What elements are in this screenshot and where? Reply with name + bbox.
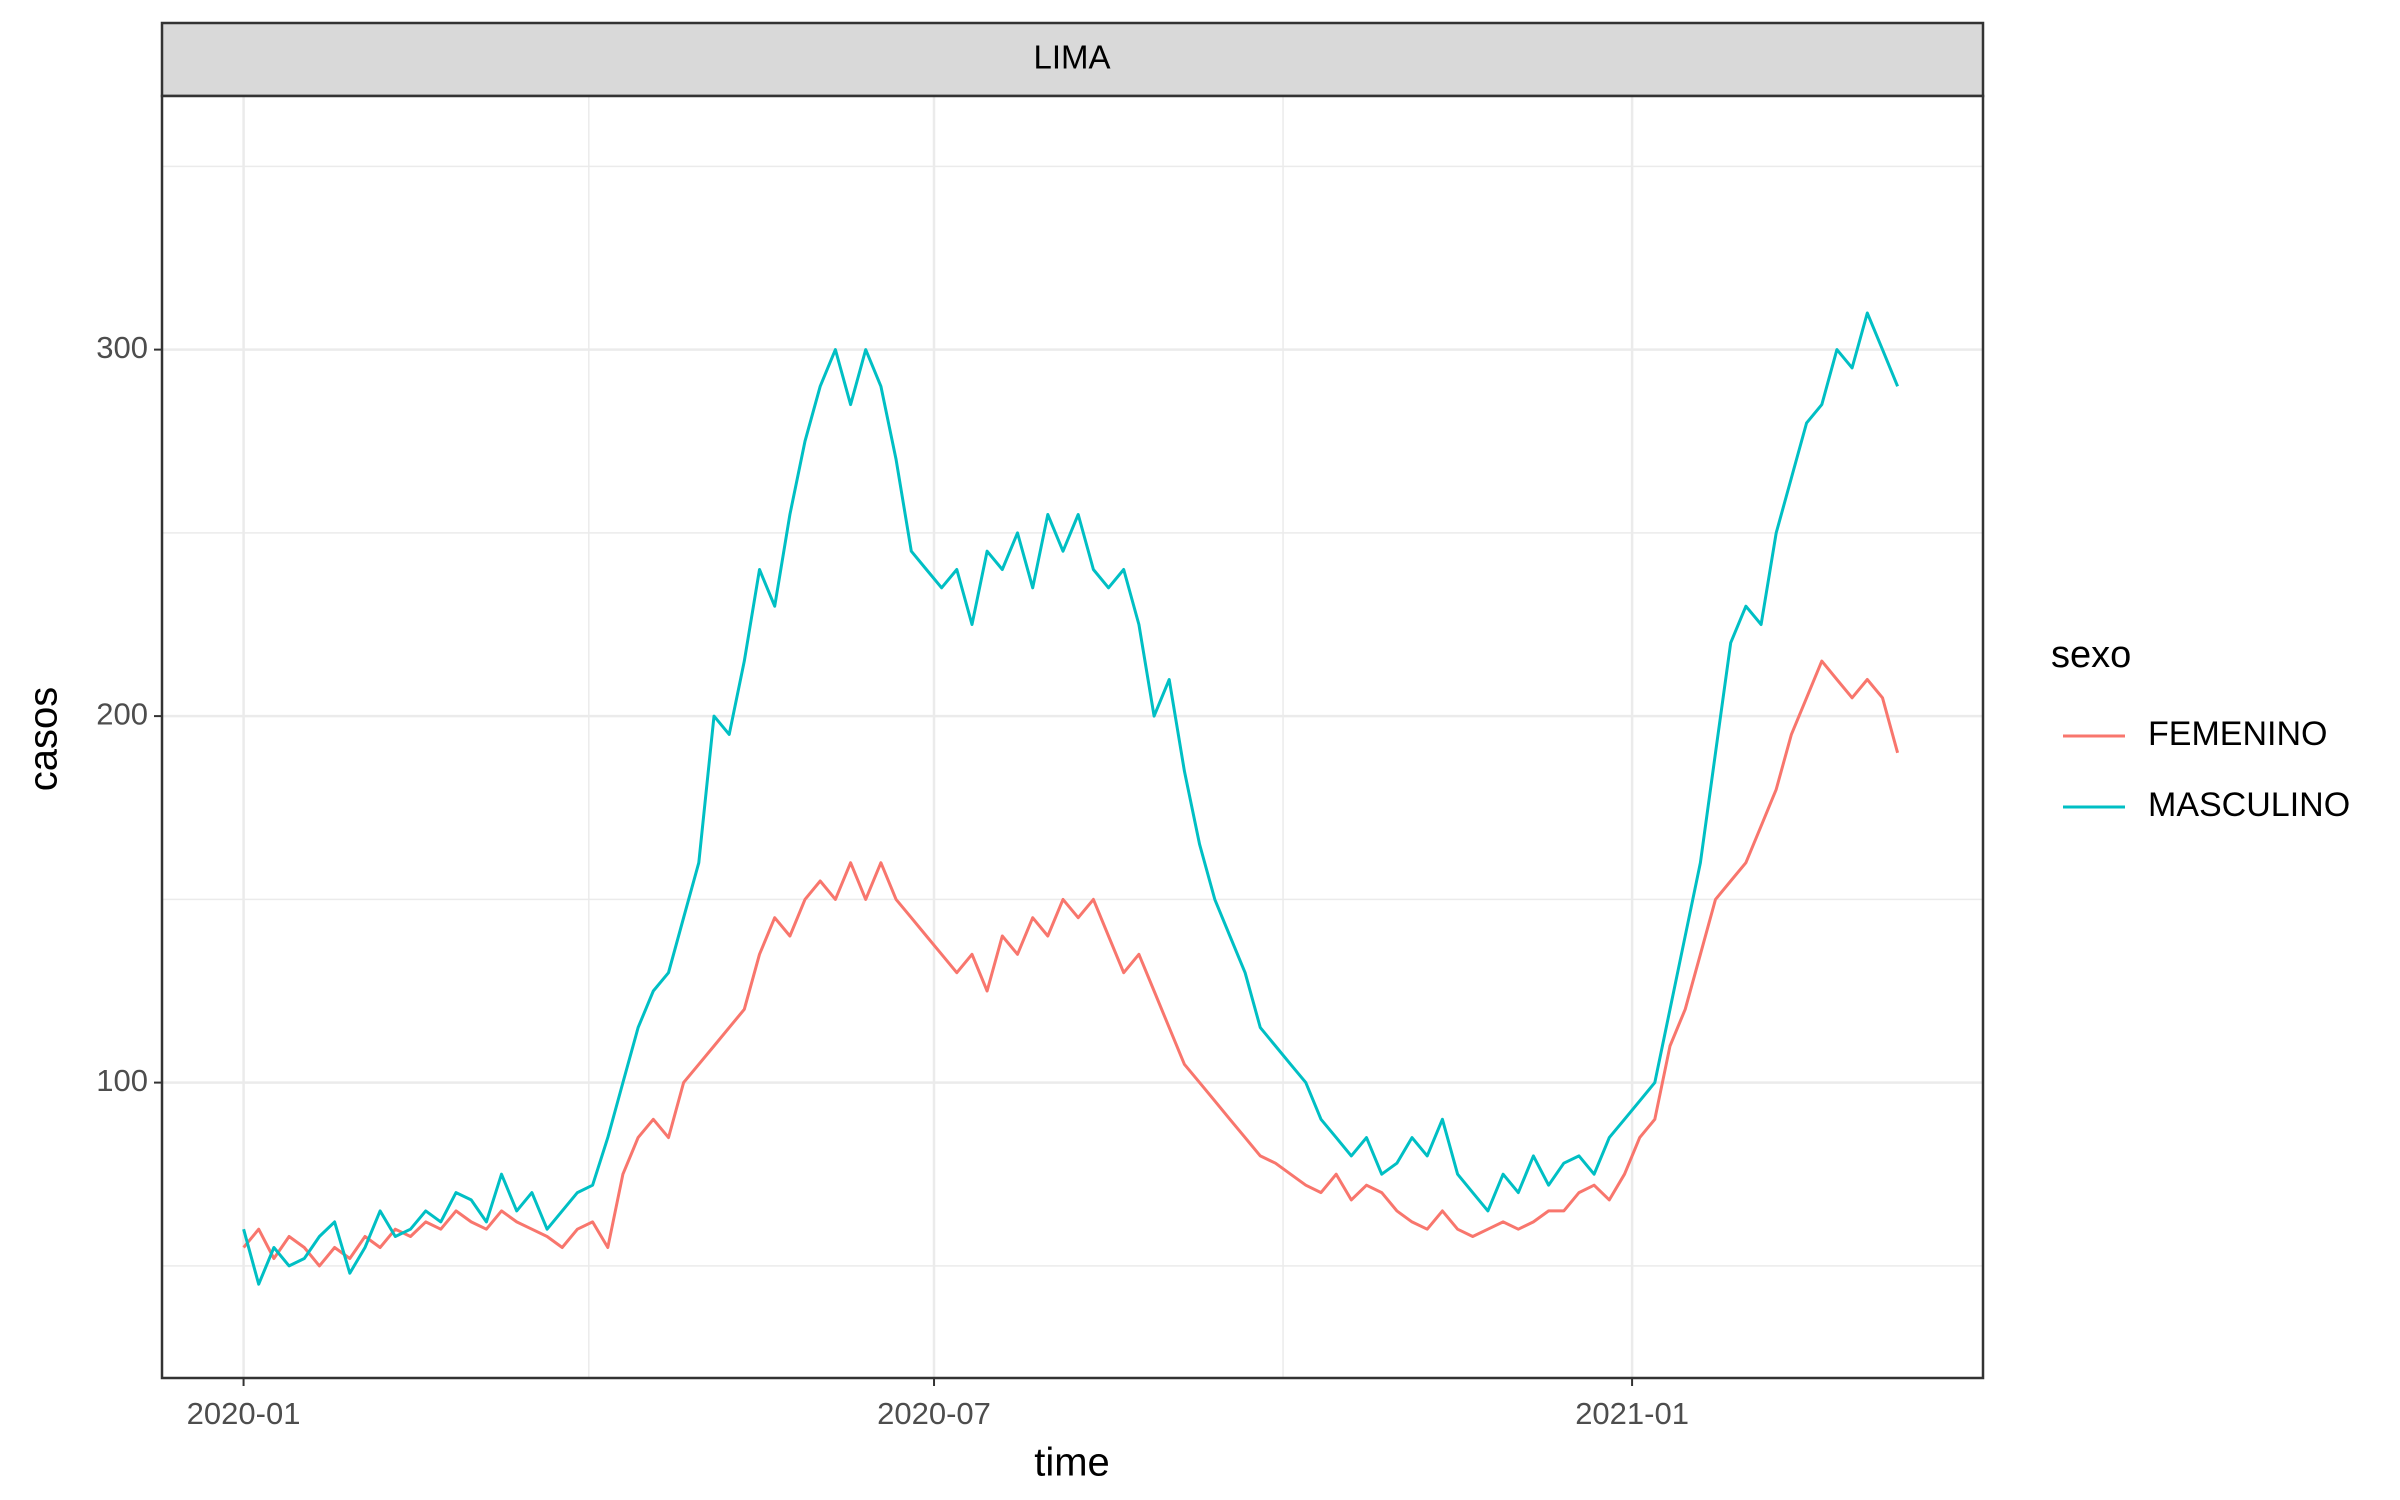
y-axis-title: casos (22, 687, 66, 792)
panel-background (162, 96, 1983, 1378)
y-tick-label: 300 (96, 330, 148, 365)
panel-border (160, 94, 1985, 1380)
legend-label: MASCULINO (2148, 786, 2350, 824)
legend-label: FEMENINO (2148, 715, 2327, 753)
x-axis-title: time (1034, 1441, 1110, 1485)
y-tick-label: 100 (96, 1063, 148, 1098)
x-tick-label: 2021-01 (1575, 1396, 1689, 1431)
panel-title: LIMA (1033, 39, 1110, 76)
series-line (242, 311, 1899, 1286)
y-tick-label: 200 (96, 696, 148, 731)
strip (160, 21, 1985, 98)
series-line (242, 659, 1900, 1268)
x-tick-label: 2020-01 (187, 1396, 301, 1431)
legend-title: sexo (2051, 634, 2131, 676)
x-tick-label: 2020-07 (877, 1396, 991, 1431)
